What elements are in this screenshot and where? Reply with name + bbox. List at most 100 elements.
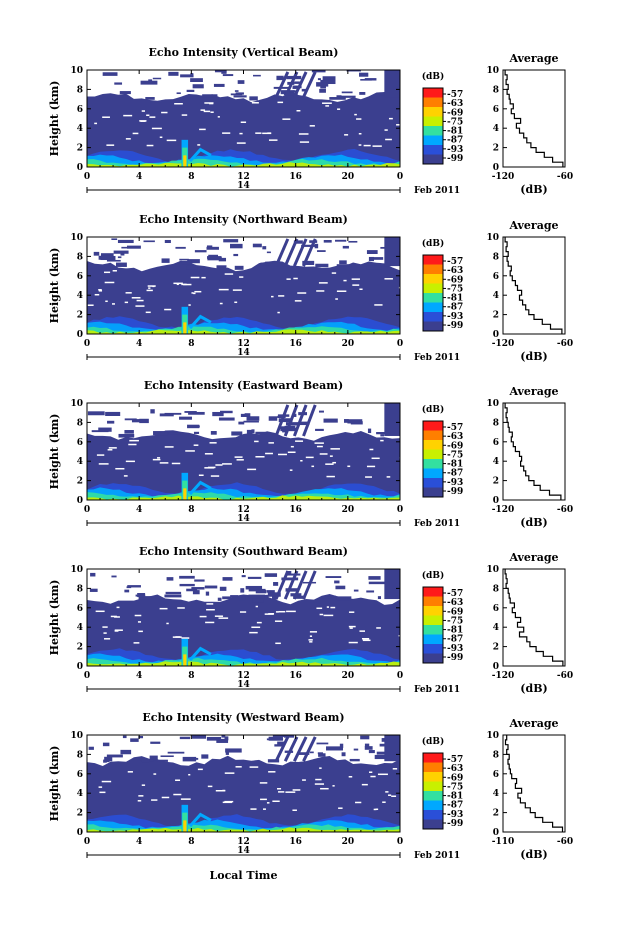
echo-gap xyxy=(153,773,157,775)
echo-gap xyxy=(254,440,259,443)
upper-echo-patch xyxy=(293,595,306,599)
upper-echo-patch xyxy=(252,598,264,603)
colorbar-segment xyxy=(423,606,443,616)
upper-echo-patch xyxy=(316,761,324,764)
upper-echo-patch xyxy=(339,260,347,265)
colorbar-unit: (dB) xyxy=(422,736,444,747)
profile-title: Average xyxy=(508,551,558,564)
x-tick-label: 20 xyxy=(342,339,355,349)
upper-echo-patch xyxy=(359,72,369,77)
echo-gap xyxy=(157,457,161,459)
echo-gap xyxy=(115,467,125,470)
profile-y-tick-label: 8 xyxy=(493,252,499,262)
x-tick-label: 16 xyxy=(289,172,302,182)
echo-gap xyxy=(218,288,229,291)
event-column-peak xyxy=(183,488,187,500)
upper-echo-block xyxy=(384,569,400,600)
colorbar-segment xyxy=(423,88,443,98)
echo-gap xyxy=(188,304,191,306)
colorbar-tick-label: -93 xyxy=(447,644,463,654)
echo-gap xyxy=(197,768,203,771)
upper-echo-patch xyxy=(302,260,315,265)
echo-gap xyxy=(294,300,302,302)
echo-gap xyxy=(210,111,214,113)
upper-echo-patch xyxy=(168,432,181,435)
upper-echo-patch xyxy=(245,585,263,590)
x-tick-label: 0 xyxy=(84,172,90,182)
profile-line xyxy=(504,70,564,167)
echo-gap xyxy=(159,607,168,610)
echo-gap xyxy=(293,277,298,280)
echo-gap xyxy=(255,605,258,608)
upper-echo-patch xyxy=(180,74,194,78)
colorbar-tick-label: -57 xyxy=(447,90,463,100)
upper-echo-patch xyxy=(314,243,319,249)
echo-gap xyxy=(374,304,383,306)
upper-echo-patch xyxy=(248,594,265,599)
upper-echo-patch xyxy=(277,415,286,419)
upper-echo-patch xyxy=(366,590,375,593)
echo-gap xyxy=(268,139,278,141)
profile-y-tick-label: 8 xyxy=(493,418,499,428)
echo-layer xyxy=(87,755,400,832)
upper-echo-patch xyxy=(120,749,132,755)
upper-echo-patch xyxy=(93,251,100,256)
echo-gap xyxy=(268,771,276,773)
x-tick-label: 8 xyxy=(188,837,194,847)
colorbar-segment xyxy=(423,653,443,664)
echo-gap xyxy=(205,621,215,624)
profile-x-tick-label: -60 xyxy=(557,339,573,349)
echo-gap xyxy=(337,108,341,110)
upper-echo-patch xyxy=(230,243,243,249)
echo-gap xyxy=(134,614,142,617)
echo-gap xyxy=(314,783,325,785)
upper-echo-patch xyxy=(127,585,141,588)
echo-gap xyxy=(251,102,259,104)
echo-gap xyxy=(384,129,388,131)
echo-gap xyxy=(164,446,174,448)
echo-gap xyxy=(194,290,202,293)
echo-gap xyxy=(361,783,368,786)
upper-echo-patch xyxy=(166,577,174,581)
echo-gap xyxy=(135,305,145,307)
echo-gap xyxy=(371,457,380,460)
upper-echo-patch xyxy=(336,95,342,99)
echo-gap xyxy=(114,630,119,632)
profile-y-tick-label: 10 xyxy=(486,565,499,575)
echo-gap xyxy=(159,462,169,464)
upper-echo-patch xyxy=(255,589,267,594)
x-tick-label: 8 xyxy=(188,671,194,681)
colorbar-frame xyxy=(422,586,444,664)
upper-echo-patch xyxy=(368,256,374,262)
echo-gap xyxy=(362,639,371,642)
colorbar-unit: (dB) xyxy=(422,238,444,249)
echo-gap xyxy=(112,303,115,305)
echo-gap xyxy=(181,114,188,116)
echo-gap xyxy=(102,626,108,628)
x-tick-label: 16 xyxy=(289,505,302,515)
upper-echo-patch xyxy=(206,736,222,741)
colorbar-segment xyxy=(423,274,443,284)
profile-y-tick-label: 6 xyxy=(493,770,499,780)
echo-gap xyxy=(275,642,281,645)
echo-gap xyxy=(137,621,142,623)
upper-echo-streak xyxy=(274,404,290,437)
profile-y-tick-label: 4 xyxy=(493,291,499,301)
echo-gap xyxy=(102,116,110,118)
echo-gap xyxy=(375,808,379,811)
upper-echo-patch xyxy=(130,738,139,742)
upper-echo-patch xyxy=(131,419,148,423)
colorbar-tick-label: -81 xyxy=(447,792,463,802)
profile-x-label: (dB) xyxy=(520,516,547,529)
upper-echo-patch xyxy=(309,751,314,754)
heatmap-field xyxy=(87,70,400,167)
colorbar-tick-label: -69 xyxy=(447,441,463,451)
upper-echo-patch xyxy=(114,82,123,85)
upper-echo-patch xyxy=(341,752,346,757)
y-tick-label: 2 xyxy=(77,144,83,154)
colorbar-segment xyxy=(423,762,443,773)
x-tick-label: 8 xyxy=(188,505,194,515)
echo-gap xyxy=(224,772,235,774)
echo-gap xyxy=(203,110,211,113)
echo-gap xyxy=(330,606,336,609)
